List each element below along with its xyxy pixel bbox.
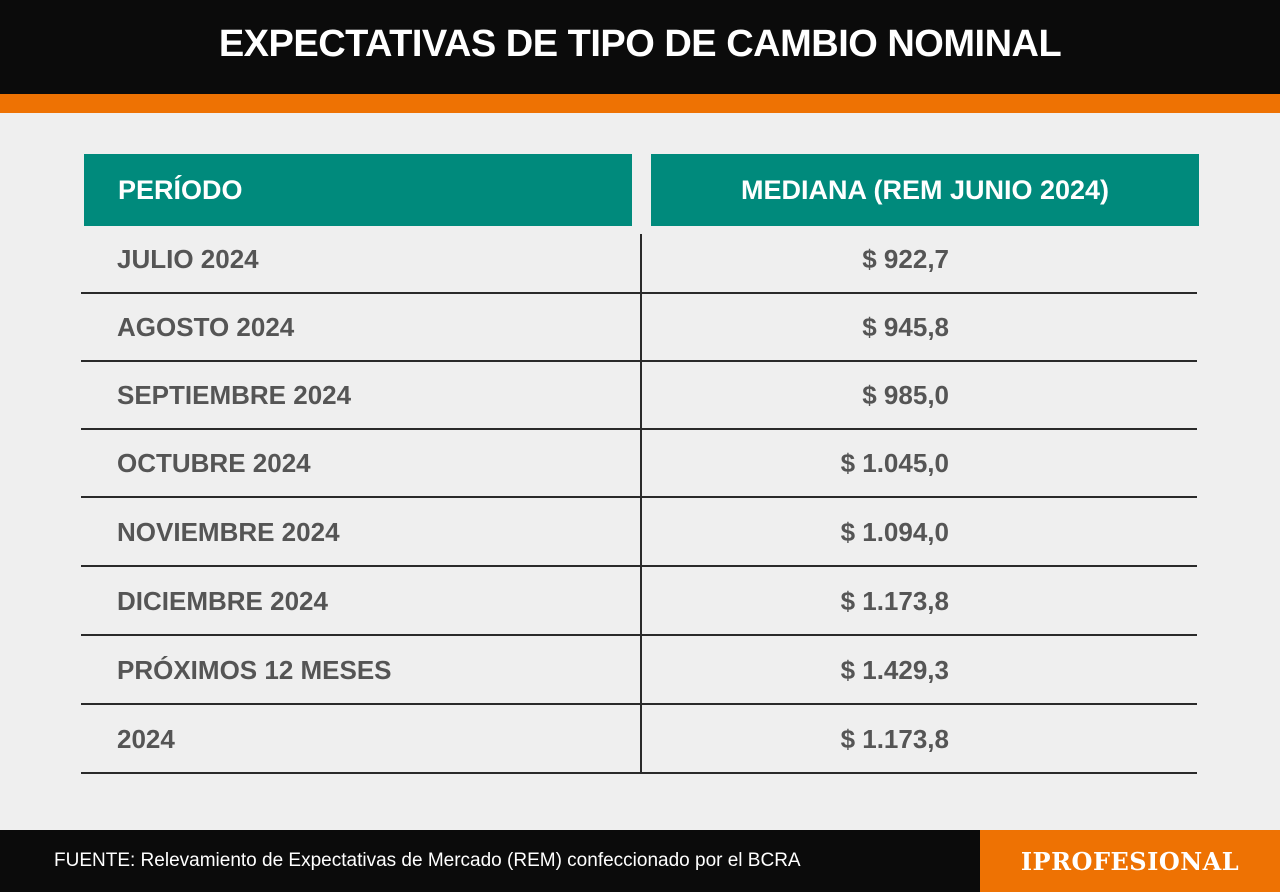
table-row: AGOSTO 2024 $ 945,8 bbox=[81, 294, 1197, 362]
table-row: 2024 $ 1.173,8 bbox=[81, 706, 1197, 774]
brand-logo-text: IPROFESIONAL bbox=[1020, 846, 1240, 876]
column-divider bbox=[640, 234, 642, 774]
median-value-cell: $ 985,0 bbox=[862, 379, 949, 410]
table-row: JULIO 2024 $ 922,7 bbox=[81, 226, 1197, 294]
source-note: FUENTE: Relevamiento de Expectativas de … bbox=[54, 850, 801, 871]
accent-strip bbox=[0, 94, 1280, 113]
period-cell: SEPTIEMBRE 2024 bbox=[117, 379, 352, 410]
table-row: PRÓXIMOS 12 MESES $ 1.429,3 bbox=[81, 637, 1197, 705]
period-cell: NOVIEMBRE 2024 bbox=[117, 516, 340, 547]
table-row: SEPTIEMBRE 2024 $ 985,0 bbox=[81, 362, 1197, 430]
median-value-cell: $ 1.173,8 bbox=[840, 585, 949, 616]
period-cell: DICIEMBRE 2024 bbox=[117, 585, 328, 616]
period-cell: AGOSTO 2024 bbox=[117, 311, 295, 342]
page-title: EXPECTATIVAS DE TIPO DE CAMBIO NOMINAL bbox=[218, 22, 1062, 65]
table-row: NOVIEMBRE 2024 $ 1.094,0 bbox=[81, 499, 1197, 567]
median-value-cell: $ 1.094,0 bbox=[840, 516, 949, 547]
period-cell: 2024 bbox=[117, 723, 175, 754]
period-cell: JULIO 2024 bbox=[117, 243, 259, 274]
median-value-cell: $ 1.173,8 bbox=[840, 723, 949, 754]
column-header-median: MEDIANA (REM JUNIO 2024) bbox=[651, 154, 1199, 226]
median-value-cell: $ 922,7 bbox=[862, 243, 949, 274]
period-cell: PRÓXIMOS 12 MESES bbox=[117, 654, 392, 685]
median-value-cell: $ 945,8 bbox=[862, 311, 949, 342]
period-cell: OCTUBRE 2024 bbox=[117, 447, 311, 478]
median-value-cell: $ 1.429,3 bbox=[840, 654, 949, 685]
median-value-cell: $ 1.045,0 bbox=[840, 447, 949, 478]
footer-bar: FUENTE: Relevamiento de Expectativas de … bbox=[0, 830, 1280, 892]
table-row: DICIEMBRE 2024 $ 1.173,8 bbox=[81, 568, 1197, 636]
title-banner: EXPECTATIVAS DE TIPO DE CAMBIO NOMINAL bbox=[0, 0, 1280, 94]
brand-logo: IPROFESIONAL bbox=[980, 830, 1280, 892]
table-row: OCTUBRE 2024 $ 1.045,0 bbox=[81, 430, 1197, 498]
column-header-period: PERÍODO bbox=[84, 154, 632, 226]
